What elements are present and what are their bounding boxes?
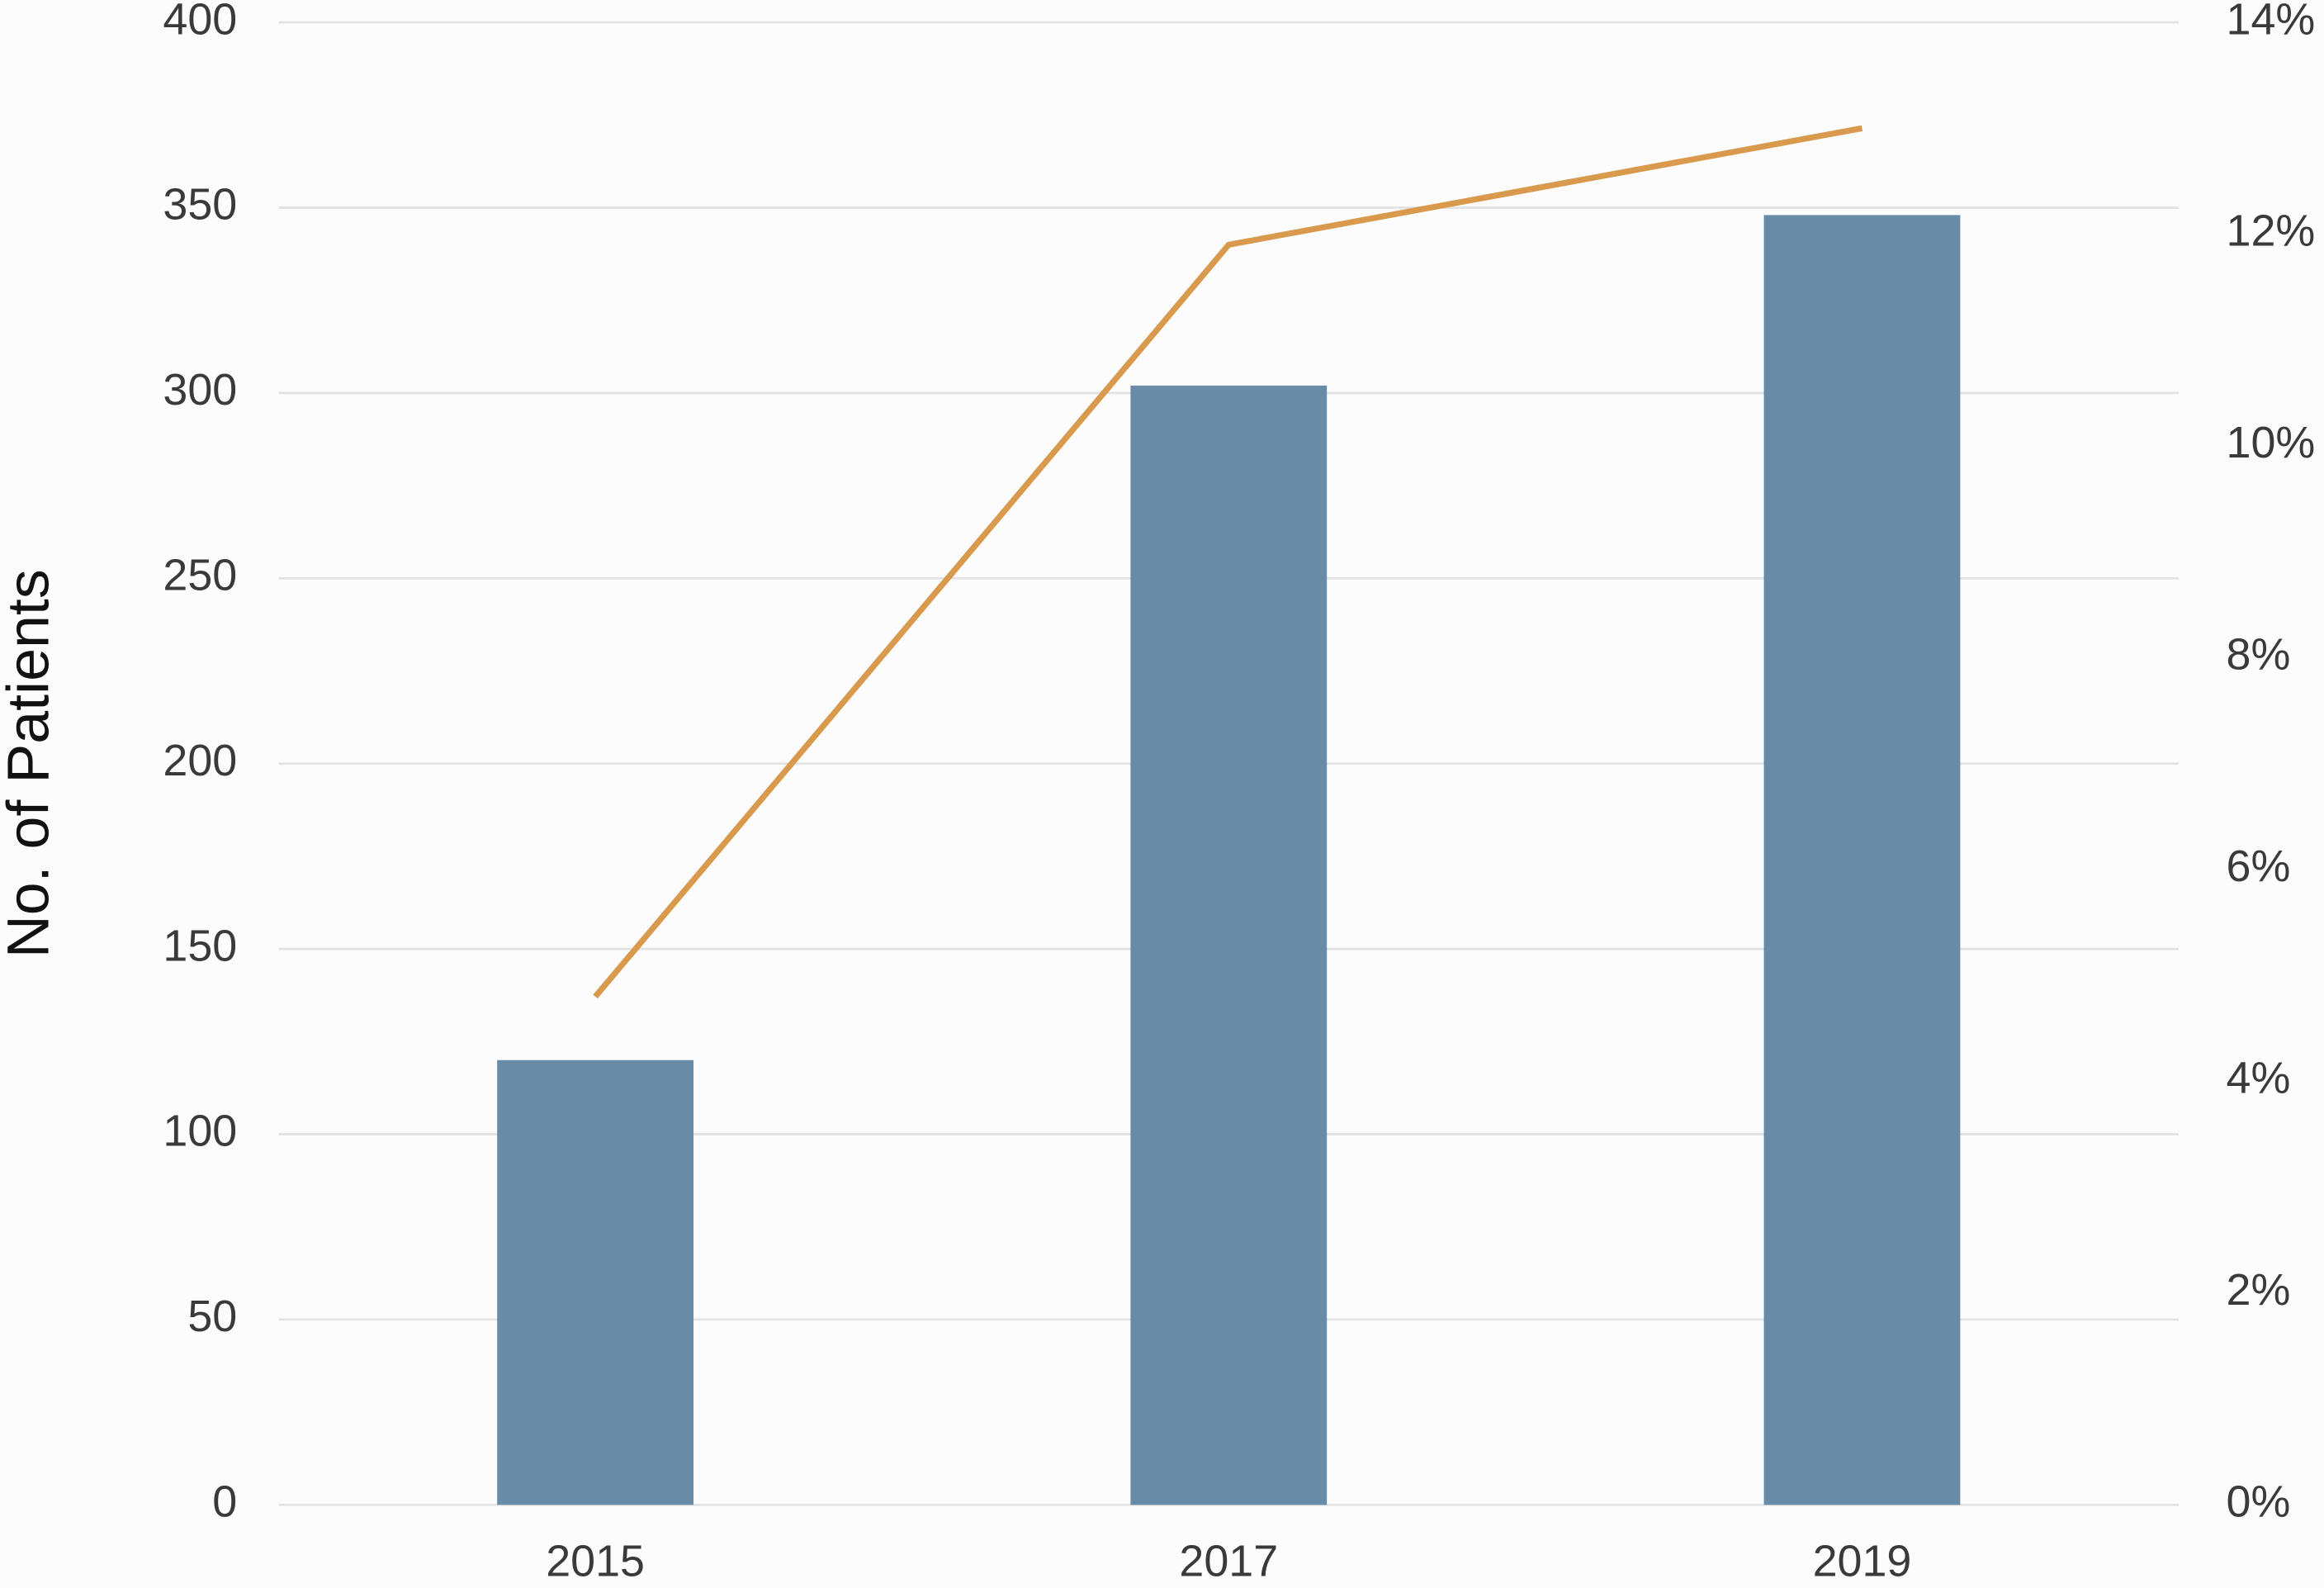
y2-tick-label: 6% [2227, 841, 2291, 891]
y-tick-label: 100 [163, 1107, 237, 1156]
y2-tick-label: 0% [2227, 1477, 2291, 1527]
y-tick-label: 150 [163, 921, 237, 970]
y-tick-label: 350 [163, 180, 237, 230]
y-tick-label: 50 [187, 1292, 237, 1341]
y2-tick-label: 2% [2227, 1265, 2291, 1315]
y2-tick-label: 8% [2227, 630, 2291, 680]
bar [1130, 385, 1328, 1505]
x-tick-label: 2019 [1813, 1536, 1912, 1586]
y-tick-label: 200 [163, 736, 237, 785]
bar [497, 1059, 694, 1505]
y-tick-label: 300 [163, 365, 237, 415]
y-axis-title: No. of Patients [0, 569, 61, 958]
y2-tick-label: 10% [2227, 418, 2316, 467]
bar [1763, 215, 1961, 1505]
y-tick-label: 250 [163, 551, 237, 600]
y2-tick-label: 14% [2227, 0, 2316, 44]
y-tick-label: 0 [212, 1477, 237, 1527]
line [593, 125, 1863, 999]
x-tick-label: 2015 [546, 1536, 645, 1586]
y-tick-label: 400 [163, 0, 237, 44]
y2-tick-label: 12% [2227, 206, 2316, 256]
y2-tick-label: 4% [2227, 1054, 2291, 1103]
x-tick-label: 2017 [1179, 1536, 1278, 1586]
